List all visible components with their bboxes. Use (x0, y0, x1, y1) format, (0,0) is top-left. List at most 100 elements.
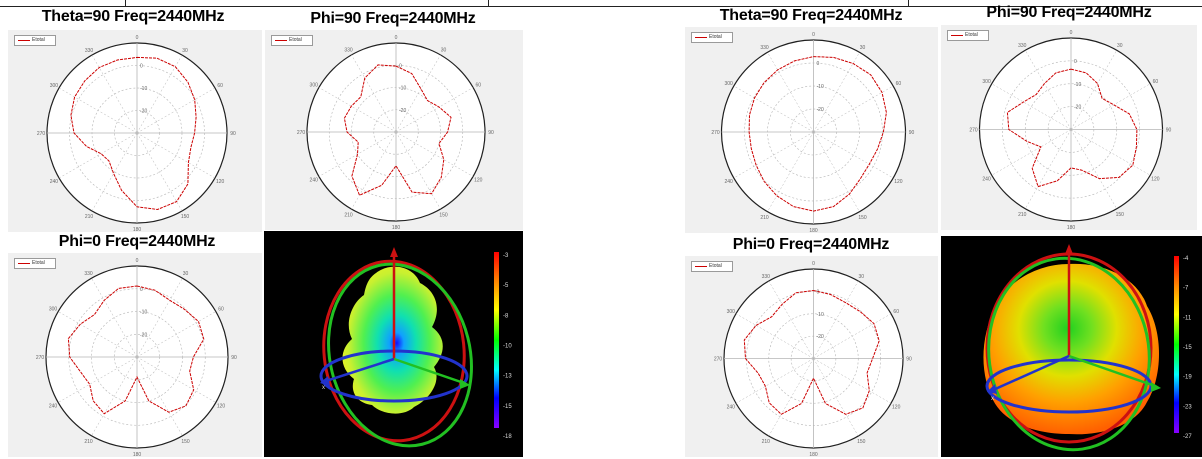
polar-spoke (733, 85, 814, 133)
polar-angle-label: 180 (1067, 225, 1076, 230)
colorbar-tick-label: -23 (1183, 404, 1192, 410)
polar-angle-label: 180 (392, 225, 401, 230)
colorbar-tick-label: -18 (503, 434, 512, 440)
colorbar-left-labels: -3 -5 -8 -10 -13 -15 -18 (503, 253, 512, 440)
polar-chart-left-phi90: 0 30 60 90 120 150 180 210 240 270 300 330 0 -10 -20 (297, 35, 494, 230)
polar-angle-label: 240 (50, 179, 59, 185)
polar-spoke (351, 54, 397, 133)
title-left-phi0: Phi=0 Freq=2440MHz (58, 233, 216, 250)
polar-trace (748, 56, 887, 212)
polar-spoke (136, 278, 183, 358)
polar-angle-label: 60 (1153, 79, 1159, 85)
polar-angle-label: 120 (217, 404, 226, 410)
polar-spoke (813, 85, 894, 133)
polar-spoke (1070, 50, 1117, 130)
polar-radial-label: -20 (817, 107, 824, 113)
legend: Etotal (691, 261, 733, 272)
colorbar-tick-label: -15 (1183, 345, 1192, 351)
title-right-phi90: Phi=90 Freq=2440MHz (986, 4, 1152, 21)
polar-spoke (58, 311, 138, 358)
legend-swatch (695, 37, 707, 38)
polar-angle-label: 60 (218, 307, 224, 313)
polar-angle-label: 270 (714, 357, 723, 363)
polar-spoke (395, 131, 474, 177)
polar-spoke (395, 87, 474, 133)
polar-spoke (768, 358, 814, 437)
polar-angle-label: 240 (310, 178, 319, 184)
polar-spoke (991, 129, 1072, 176)
polar-angle-label: 120 (216, 179, 225, 185)
polar-angle-label: 210 (84, 439, 93, 445)
polar-spoke (91, 132, 138, 212)
polar-angle-label: 150 (858, 215, 867, 221)
polar-spoke (1070, 129, 1117, 209)
polar-trace (67, 285, 205, 415)
polar-spoke (813, 313, 892, 359)
polar-angle-label: 240 (49, 404, 58, 410)
polar-spoke (767, 131, 814, 212)
radiation-3d-right-svg: x -4 -7 -11 -15 -19 -23 -27 (983, 244, 1192, 452)
polar-spoke (767, 52, 814, 133)
polar-angle-label: 270 (36, 355, 45, 361)
polar-angle-label: 90 (1166, 128, 1172, 134)
colorbar-tick-label: -13 (503, 374, 512, 380)
legend-swatch (275, 40, 287, 41)
polar-angle-label: 120 (474, 178, 483, 184)
polar-spoke (395, 131, 441, 210)
title-right-theta: Theta=90 Freq=2440MHz (719, 7, 903, 24)
polar-angle-label: 330 (762, 274, 771, 280)
polar-angle-label: 90 (230, 131, 236, 137)
polar-angle-label: 270 (969, 128, 978, 134)
polar-angle-label: 240 (982, 176, 991, 182)
polar-panel-left-phi0: 0 30 60 90 120 150 180 210 240 270 300 330 0 -10 -20 E… (8, 253, 262, 457)
polar-radial-label: 0 (817, 61, 820, 67)
colorbar-right-labels: -4 -7 -11 -15 -19 -23 -27 (1183, 256, 1192, 440)
polar-angle-label: 300 (49, 307, 58, 313)
radiation-3d-right: x -4 -7 -11 -15 -19 -23 -27 (941, 236, 1202, 457)
polar-angle-label: 0 (395, 35, 398, 41)
legend-swatch (695, 266, 707, 267)
legend-label: Etotal (965, 32, 978, 38)
polar-angle-label: 330 (84, 271, 93, 277)
polar-radial-label: -20 (817, 334, 824, 340)
polar-spoke (91, 278, 138, 358)
polar-angle-label: 270 (37, 131, 46, 137)
legend-label: Etotal (709, 263, 722, 269)
polar-angle-label: 210 (760, 215, 769, 221)
polar-angle-label: 270 (297, 130, 306, 136)
legend-swatch (18, 40, 30, 41)
colorbar-tick-label: -19 (1183, 375, 1192, 381)
polar-panel-left-theta: 0 30 60 90 120 150 180 210 240 270 300 330 0 -10 -20 E… (8, 30, 262, 232)
axis-x-label: x (991, 396, 994, 402)
polar-angle-label: 180 (133, 452, 142, 457)
polar-chart-right-phi0: 0 30 60 90 120 150 180 210 240 270 300 330 0 -10 -20 (714, 261, 912, 457)
polar-spoke (58, 132, 138, 179)
polar-angle-label: 30 (183, 271, 189, 277)
polar-radial-label: -10 (1074, 82, 1081, 88)
polar-spoke (813, 280, 859, 359)
polar-angle-label: 30 (858, 274, 864, 280)
polar-radial-label: -20 (1074, 105, 1081, 111)
polar-angle-label: 30 (1117, 43, 1123, 49)
polar-angle-label: 150 (439, 212, 448, 218)
polar-angle-label: 90 (231, 355, 237, 361)
polar-radial-label: 0 (140, 287, 143, 293)
polar-spoke (318, 87, 397, 133)
polar-angle-label: 300 (310, 83, 319, 89)
legend-label: Etotal (289, 37, 302, 43)
legend: Etotal (14, 35, 56, 46)
legend: Etotal (691, 32, 733, 43)
polar-spoke (136, 87, 216, 134)
polar-trace (1006, 68, 1138, 188)
colorbar-tick-label: -15 (503, 404, 512, 410)
polar-radial-label: -10 (140, 310, 147, 316)
polar-angle-label: 330 (344, 48, 353, 54)
polar-angle-label: 0 (812, 32, 815, 38)
polar-angle-label: 120 (892, 404, 901, 410)
polar-trace (343, 64, 452, 196)
polar-radial-label: -20 (140, 332, 147, 338)
legend-swatch (951, 35, 963, 36)
polar-angle-label: 330 (85, 48, 94, 54)
polar-spoke (991, 83, 1072, 130)
polar-chart-left-phi0: 0 30 60 90 120 150 180 210 240 270 300 330 0 -10 -20 (36, 258, 237, 457)
